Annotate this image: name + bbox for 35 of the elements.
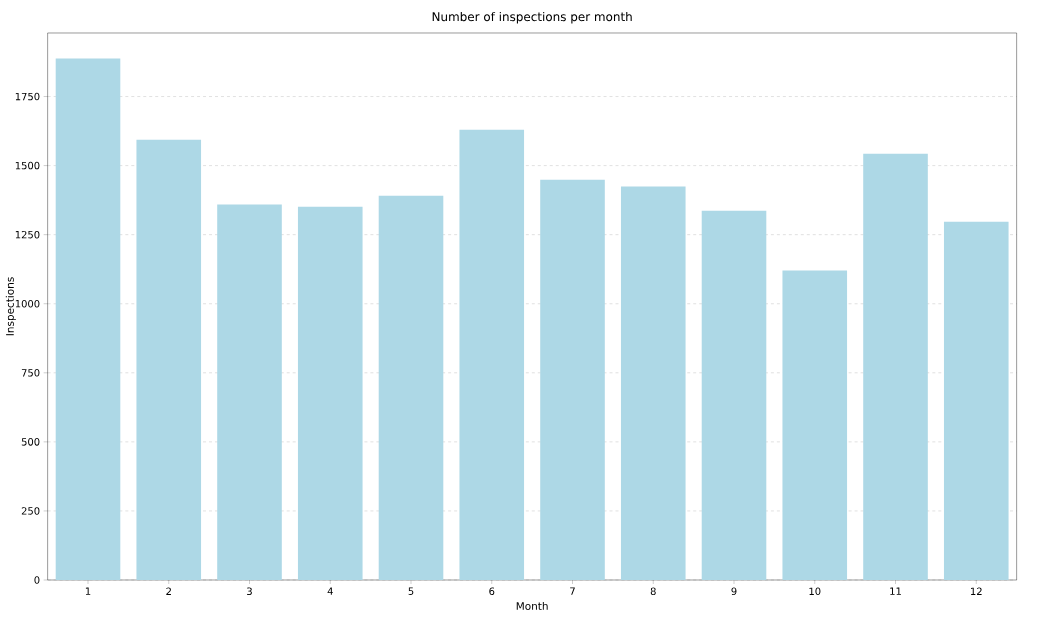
y-axis-title: Inspections [5, 277, 16, 336]
bar [55, 58, 121, 580]
bar [943, 221, 1009, 580]
y-tick-label: 1250 [15, 230, 40, 239]
y-tick-label: 1750 [15, 92, 40, 101]
x-tick-label: 3 [247, 587, 252, 596]
y-tick-label: 1000 [15, 299, 40, 308]
x-tick-label: 6 [489, 587, 495, 596]
x-tick-label: 1 [85, 587, 91, 595]
x-tick-label: 7 [570, 587, 575, 595]
bar [217, 204, 282, 580]
x-tick-label: 2 [166, 587, 171, 595]
bar [459, 129, 525, 580]
x-tick-label: 12 [971, 587, 982, 595]
bar [782, 270, 848, 580]
x-tick-label: 4 [327, 587, 333, 595]
bar [863, 153, 928, 580]
bar [297, 206, 363, 580]
chart-title: Number of inspections per month [432, 11, 632, 24]
bar [620, 186, 686, 580]
x-tick-label: 9 [731, 587, 737, 596]
bar [378, 195, 444, 580]
x-axis-title: Month [516, 601, 548, 610]
bar [136, 139, 202, 580]
x-tick-label: 5 [408, 587, 414, 595]
bar [701, 210, 767, 580]
y-tick-label: 250 [21, 507, 40, 515]
y-tick-label: 0 [34, 576, 40, 584]
x-tick-label: 11 [890, 587, 901, 595]
y-tick-label: 500 [21, 438, 40, 446]
x-tick-label: 10 [809, 587, 821, 596]
bar [540, 179, 605, 580]
y-tick-label: 1500 [15, 161, 40, 170]
x-tick-label: 8 [650, 587, 656, 596]
y-tick-label: 750 [21, 369, 40, 377]
